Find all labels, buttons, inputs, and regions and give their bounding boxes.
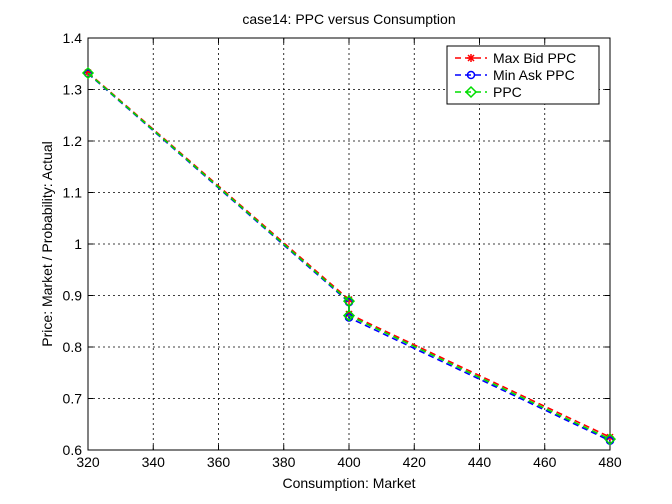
x-tick-label: 380 [272, 454, 296, 470]
y-tick-label: 1.3 [63, 82, 83, 98]
x-tick-label: 340 [142, 454, 166, 470]
data-point-ppc [603, 433, 617, 446]
x-tick-label: 460 [533, 454, 557, 470]
x-tick-label: 360 [207, 454, 231, 470]
legend-marker-max-bid-ppc-stroke [467, 54, 475, 62]
y-tick-label: 0.7 [63, 391, 83, 407]
x-tick-label: 480 [598, 454, 622, 470]
legend-label-ppc: PPC [493, 84, 522, 100]
x-tick-label: 320 [76, 454, 100, 470]
x-tick-label: 440 [468, 454, 492, 470]
y-tick-label: 0.6 [63, 442, 83, 458]
legend-label-min-ask: Min Ask PPC [493, 67, 575, 83]
legend-marker-ppc [464, 85, 478, 99]
data-point-ppc [81, 66, 95, 80]
y-tick-label: 1 [74, 236, 82, 252]
axis-ticks: 320 340 360 380 400 420 440 460 480 0.6 0.7 0.8 0.9 1… [63, 30, 622, 470]
legend-marker-max-bid-ppc [467, 54, 475, 62]
y-tick-label: 1.1 [63, 185, 83, 201]
chart-title: case14: PPC versus Consumption [242, 11, 455, 27]
series-ppc [81, 66, 617, 446]
data-point-ppc [342, 309, 356, 322]
legend-label-max-bid: Max Bid PPC [493, 50, 576, 66]
legend-samples [455, 54, 487, 99]
legend: Max Bid PPC Min Ask PPC PPC [446, 45, 600, 105]
y-tick-label: 1.4 [63, 30, 83, 46]
x-tick-label: 420 [403, 454, 427, 470]
y-tick-label: 1.2 [63, 133, 83, 149]
data-point-ppc [342, 295, 356, 308]
x-axis-label: Consumption: Market [282, 475, 415, 491]
y-axis-label: Price: Market / Probability: Actual [39, 141, 55, 346]
grid [88, 38, 610, 450]
legend-marker-min-ask-ppc [466, 70, 476, 80]
y-tick-label: 0.9 [63, 288, 83, 304]
x-tick-label: 400 [337, 454, 361, 470]
series [81, 66, 617, 446]
series-line-ppc [87, 72, 611, 440]
y-tick-label: 0.8 [63, 339, 83, 355]
